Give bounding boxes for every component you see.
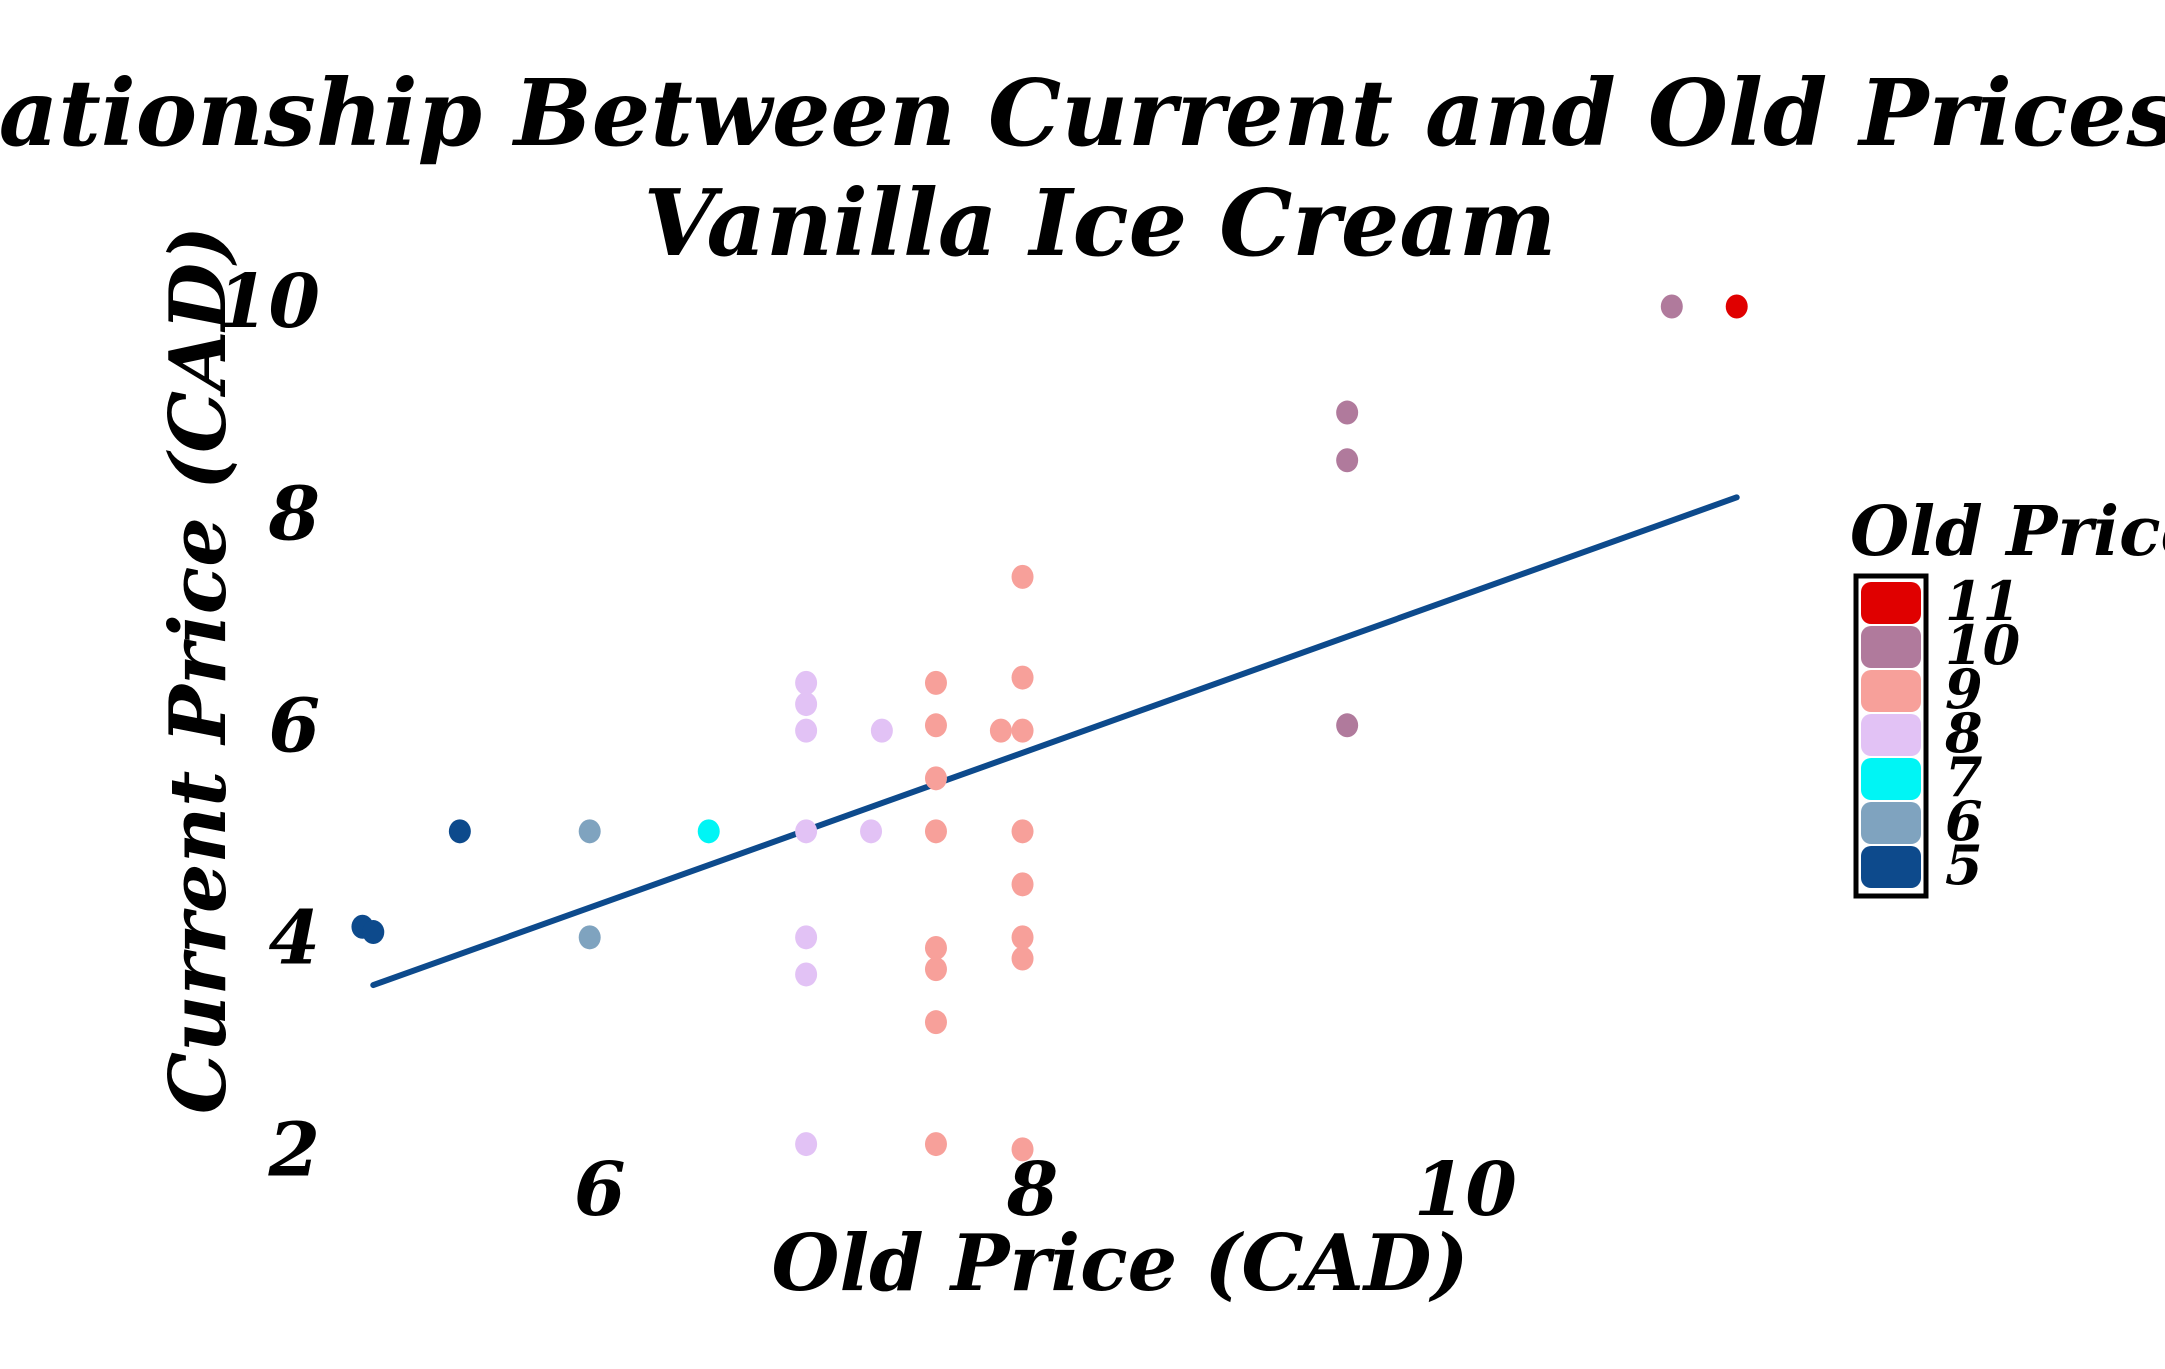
y-axis-ticks: 2 4 6 8 10 — [217, 259, 320, 1193]
legend-swatch — [1861, 714, 1921, 756]
legend-label: 5 — [1945, 833, 1983, 897]
data-point — [1011, 925, 1034, 950]
data-point — [924, 957, 947, 982]
y-tick-label: 4 — [269, 895, 321, 981]
y-tick-label: 6 — [269, 683, 321, 769]
legend-swatch — [1861, 582, 1921, 624]
data-point — [1336, 713, 1359, 738]
legend-frame — [1853, 573, 1929, 899]
data-point — [870, 718, 893, 743]
data-point — [795, 718, 818, 743]
data-point — [1011, 718, 1034, 743]
data-points — [351, 294, 1748, 1162]
data-point — [924, 713, 947, 738]
data-point — [795, 819, 818, 844]
data-point — [1011, 564, 1034, 589]
legend-label: 9 — [1945, 657, 1983, 721]
y-tick-label: 2 — [268, 1107, 321, 1193]
data-point — [924, 1132, 947, 1157]
legend-swatch — [1861, 846, 1921, 888]
data-point — [1336, 400, 1359, 425]
data-point — [697, 819, 720, 844]
x-axis-label: Old Price (CAD) — [772, 1218, 1469, 1309]
data-point — [362, 920, 385, 945]
trend-line — [370, 494, 1740, 989]
legend-label: 6 — [1945, 789, 1983, 853]
legend-title: Old Price — [1850, 492, 2165, 572]
data-point — [860, 819, 883, 844]
data-point — [578, 925, 601, 950]
data-point — [1011, 819, 1034, 844]
x-axis-ticks: 6 8 10 — [574, 1147, 1517, 1233]
data-point — [795, 925, 818, 950]
data-point — [1725, 294, 1748, 319]
legend-swatch — [1861, 670, 1921, 712]
data-point — [989, 718, 1012, 743]
y-tick-label: 8 — [268, 471, 321, 557]
data-point — [795, 962, 818, 987]
legend-label: 7 — [1945, 745, 1983, 809]
data-point — [1011, 872, 1034, 897]
y-axis-label: Current Price (CAD) — [153, 226, 244, 1114]
x-tick-label: 6 — [574, 1147, 626, 1233]
data-point — [1660, 294, 1683, 319]
data-point — [924, 766, 947, 791]
x-tick-label: 10 — [1414, 1147, 1517, 1233]
data-point — [924, 670, 947, 695]
data-point — [1011, 665, 1034, 690]
data-point — [578, 819, 601, 844]
legend-label: 11 — [1945, 569, 2020, 633]
data-point — [795, 1132, 818, 1157]
legend-label: 8 — [1944, 701, 1983, 765]
legend-swatch — [1861, 758, 1921, 800]
data-point — [924, 1010, 947, 1035]
x-tick-label: 8 — [1006, 1147, 1059, 1233]
data-point — [1336, 448, 1359, 473]
chart-title-line-2: Vanilla Ice Cream — [644, 169, 1557, 277]
legend-label: 10 — [1945, 613, 2020, 677]
data-point — [1011, 946, 1034, 971]
legend-swatch — [1861, 626, 1921, 668]
legend-swatch — [1861, 802, 1921, 844]
data-point — [924, 935, 947, 960]
chart-title-line-1: Relationship Between Current and Old Pri… — [0, 59, 2165, 167]
data-point — [448, 819, 471, 844]
data-point — [795, 670, 818, 695]
trend-line-group — [370, 494, 1740, 989]
y-tick-label: 10 — [217, 259, 320, 345]
data-point — [795, 692, 818, 717]
data-point — [924, 819, 947, 844]
data-point — [1011, 1137, 1034, 1162]
